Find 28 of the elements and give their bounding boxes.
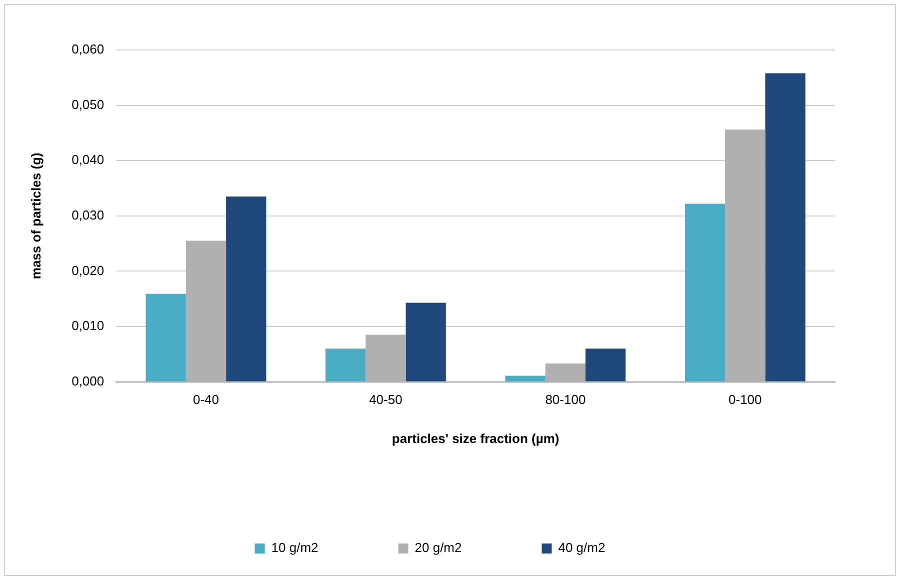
bar	[146, 294, 186, 382]
bar	[226, 196, 266, 382]
x-tick-label: 40-50	[369, 392, 402, 408]
y-axis-title: mass of particles (g)	[28, 152, 44, 280]
y-tick-label: 0,040	[72, 152, 104, 168]
bar	[505, 376, 546, 382]
bar	[326, 348, 366, 382]
bar	[545, 364, 586, 382]
bar	[765, 73, 806, 382]
y-tick-label: 0,050	[72, 96, 104, 112]
y-tick-label: 0,010	[72, 318, 104, 334]
x-tick-label: 0-100	[728, 392, 762, 408]
y-tick-label: 0,000	[72, 373, 104, 388]
bar	[366, 334, 406, 382]
y-tick-label: 0,020	[72, 262, 104, 278]
legend-label: 10 g/m2	[271, 540, 318, 556]
y-tick-label: 0,060	[72, 42, 104, 57]
legend-label: 20 g/m2	[414, 540, 462, 556]
x-axis-title: particles' size fraction (µm)	[392, 430, 560, 446]
bar	[186, 240, 226, 382]
y-tick-label: 0,030	[72, 207, 104, 222]
bar	[585, 348, 626, 382]
bar	[725, 130, 766, 382]
legend-label: 40 g/m2	[558, 540, 606, 556]
bar	[406, 302, 446, 382]
x-tick-label: 80-100	[545, 392, 586, 408]
bar	[684, 204, 726, 382]
x-tick-label: 0-40	[192, 392, 220, 408]
